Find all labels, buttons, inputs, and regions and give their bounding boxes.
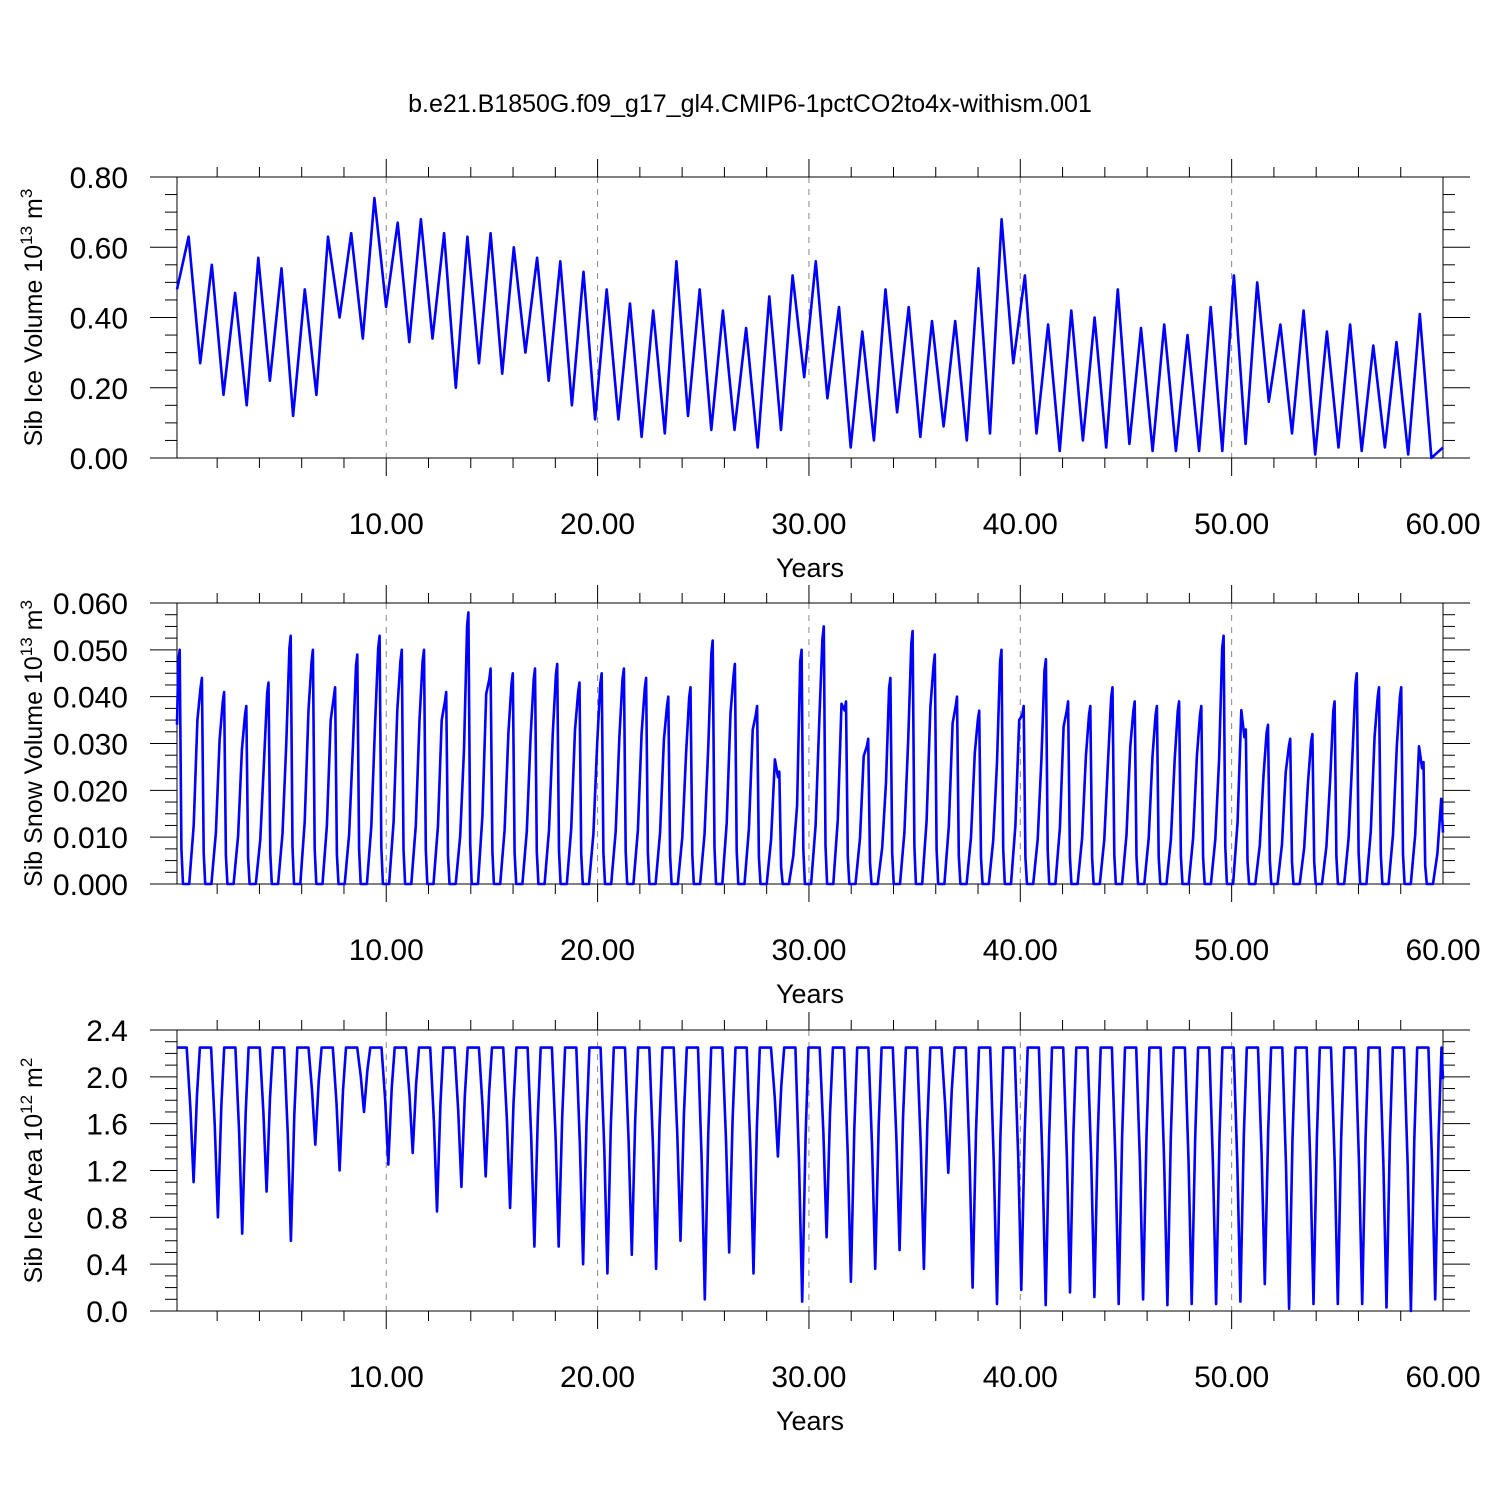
x-tick-label: 40.00 [983,1361,1058,1394]
x-tick-label: 50.00 [1194,1361,1269,1394]
y-axis-label: Sib Snow Volume 1013 m3 [17,600,48,887]
y-tick-label: 1.2 [86,1156,128,1189]
y-tick-label: 0.030 [53,729,128,762]
y-tick-label: 0.020 [53,775,128,808]
y-tick-label: 2.4 [86,1015,128,1048]
x-tick-label: 60.00 [1405,1361,1480,1394]
x-axis-label: Years [776,1406,844,1436]
series-line [175,611,1445,886]
series-line [175,196,1444,460]
y-tick-label: 0.040 [53,682,128,715]
x-tick-label: 60.00 [1405,508,1480,541]
figure-title: b.e21.B1850G.f09_g17_gl4.CMIP6-1pctCO2to… [408,90,1092,118]
panel-3: 0.0 0.4 0.8 1.2 1.6 2.0 2.4 10.00 20.00 30.00 40.0… [17,1012,1481,1436]
x-tick-label: 10.00 [349,1361,424,1394]
x-tick-label: 40.00 [983,934,1058,967]
y-tick-label: 0.00 [70,443,128,476]
y-tick-label: 0.80 [70,162,128,195]
y-tick-label: 0.000 [53,869,128,902]
y-tick-label: 2.0 [86,1062,128,1095]
chart-panels: 0.00 0.20 0.40 0.60 0.80 10.00 20.00 30.00 40.00… [17,159,1481,1436]
y-tick-label: 0.40 [70,303,128,336]
x-tick-label: 20.00 [560,1361,635,1394]
x-tick-label: 30.00 [771,508,846,541]
x-tick-label: 30.00 [771,934,846,967]
y-tick-label: 0.60 [70,232,128,265]
x-tick-label: 10.00 [349,508,424,541]
x-tick-label: 40.00 [983,508,1058,541]
x-tick-label: 20.00 [560,508,635,541]
x-tick-label: 50.00 [1194,934,1269,967]
y-axis-label: Sib Ice Volume 1013 m3 [17,189,48,447]
y-tick-label: 0.8 [86,1202,128,1235]
x-axis-label: Years [776,979,844,1009]
y-tick-label: 0.4 [86,1249,128,1282]
panel-1: 0.00 0.20 0.40 0.60 0.80 10.00 20.00 30.00 40.00… [17,159,1481,583]
y-tick-label: 0.20 [70,373,128,406]
y-tick-label: 0.010 [53,822,128,855]
x-tick-label: 10.00 [349,934,424,967]
x-tick-label: 60.00 [1405,934,1480,967]
y-axis-label: Sib Ice Area 1012 m2 [17,1058,48,1284]
y-tick-label: 1.6 [86,1109,128,1142]
x-tick-label: 20.00 [560,934,635,967]
series-line [177,1046,1445,1313]
y-tick-label: 0.060 [53,588,128,621]
x-axis-label: Years [776,553,844,583]
x-tick-label: 30.00 [771,1361,846,1394]
panel-2: 0.000 0.010 0.020 0.030 0.040 0.050 0.060 10.00… [17,585,1481,1009]
y-tick-label: 0.0 [86,1296,128,1329]
y-tick-label: 0.050 [53,635,128,668]
x-tick-label: 50.00 [1194,508,1269,541]
